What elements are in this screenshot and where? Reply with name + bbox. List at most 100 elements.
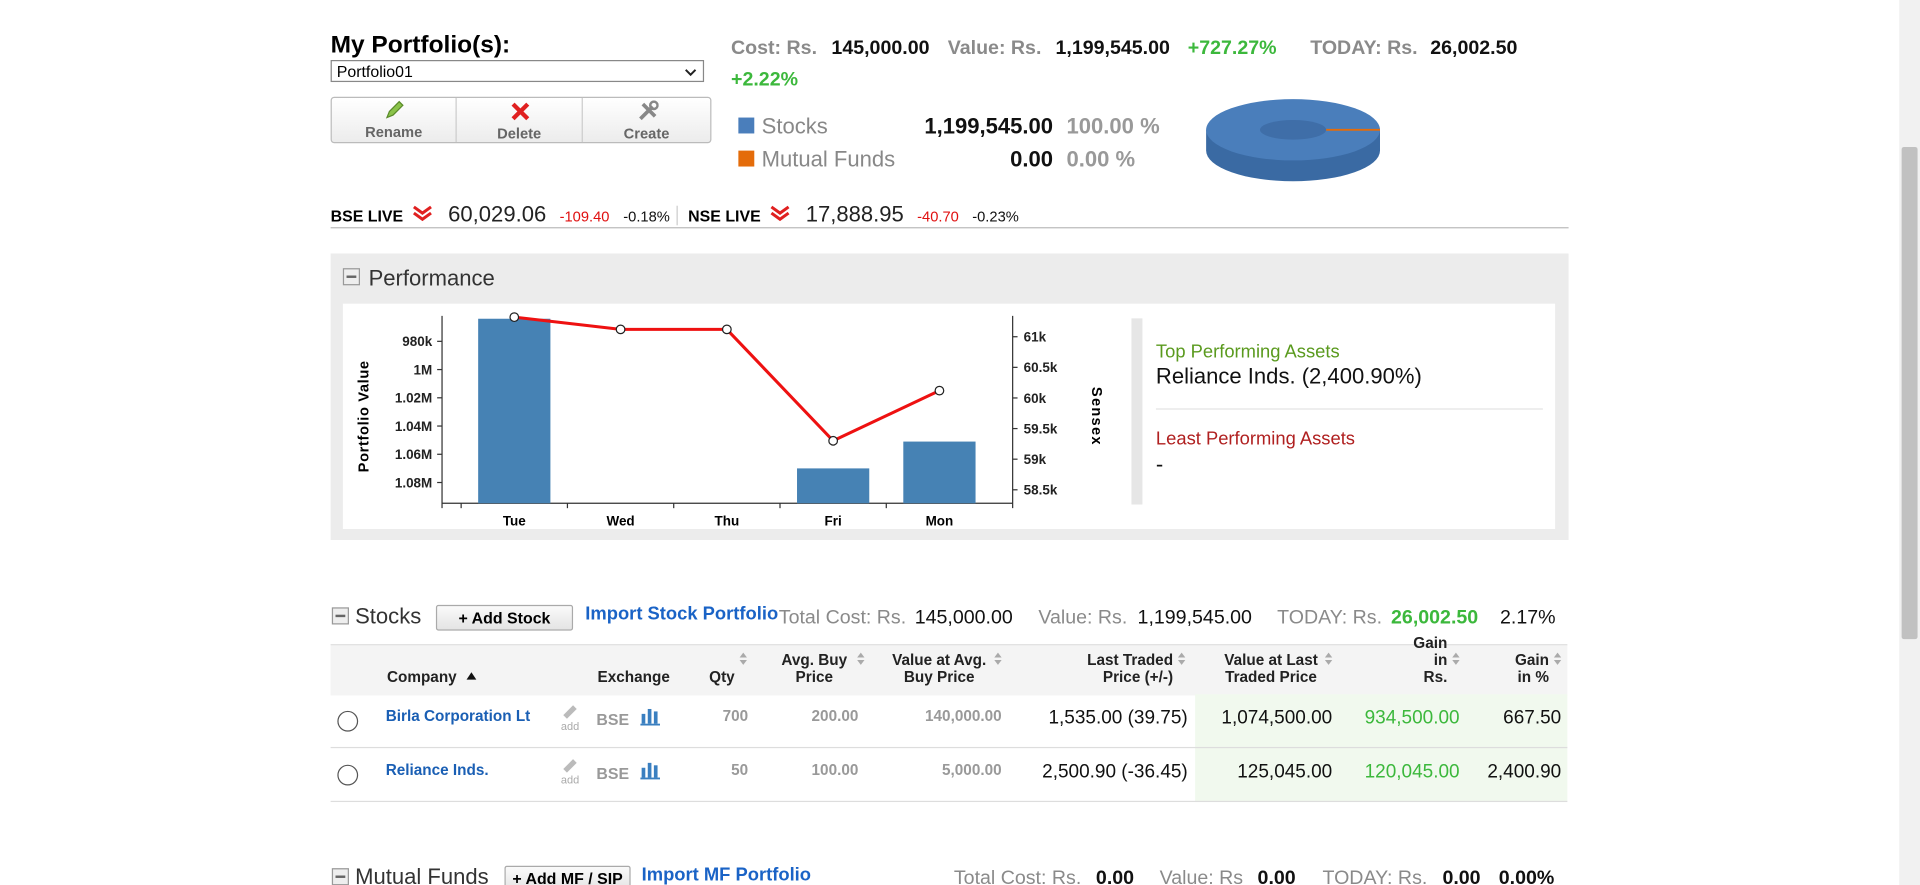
company-link[interactable]: Birla Corporation Lt: [385, 707, 531, 725]
import-link[interactable]: Import Stock Portfolio: [585, 603, 779, 625]
row-icons: [337, 705, 661, 732]
y2-tick-label: 61k: [1024, 330, 1047, 345]
exchange: BSE: [596, 710, 630, 729]
portfolio-select[interactable]: Portfolio01: [330, 60, 705, 83]
bar: [903, 441, 976, 504]
legend-percent: 100.00 %: [1066, 113, 1160, 139]
sort-arrow[interactable]: [856, 651, 866, 666]
least-label: Least Performing Assets: [1155, 428, 1355, 450]
sort-asc[interactable]: [465, 671, 477, 681]
top-label: Top Performing Assets: [1155, 341, 1340, 363]
bar: [797, 468, 870, 504]
delete-icon: [511, 102, 530, 121]
y-tick-label: 1.08M: [395, 475, 432, 490]
highlight-columns: [1195, 694, 1568, 803]
mf-title: Mutual Funds: [355, 864, 489, 885]
legend-label: Stocks: [761, 113, 828, 139]
sort-arrow[interactable]: [993, 651, 1003, 666]
x-tick-label: Wed: [606, 513, 634, 528]
company-link[interactable]: Reliance Inds.: [385, 761, 489, 779]
today-change: +2.22%: [731, 69, 799, 91]
y2-tick-label: 59k: [1024, 452, 1047, 467]
button-label: Delete: [497, 124, 542, 143]
total-cost: 145,000.00: [914, 607, 1013, 629]
sort-arrow[interactable]: [738, 651, 748, 666]
x-tick-label: Thu: [715, 513, 740, 528]
y-tick-label: 1.04M: [395, 419, 432, 434]
row-border: [330, 746, 1568, 749]
today-value: 26,002.50: [1430, 37, 1518, 59]
edit-icon[interactable]: [563, 759, 577, 773]
column-header[interactable]: Value at Last Traded Price: [1224, 651, 1318, 686]
x-tick-label: Mon: [926, 513, 954, 528]
value-label: Value: Rs.: [947, 37, 1042, 59]
sort-arrow[interactable]: [1177, 651, 1187, 666]
collapse-button[interactable]: [342, 268, 361, 286]
add-stock-button[interactable]: + Add Stock: [435, 604, 574, 631]
today-value: 26,002.50: [1391, 607, 1479, 629]
row-radio[interactable]: [337, 764, 359, 786]
chart-icon[interactable]: [640, 762, 661, 780]
gain-pct: 667.50: [1503, 707, 1562, 729]
legend-value: 1,199,545.00: [924, 113, 1054, 139]
index-name: NSE LIVE: [688, 206, 761, 226]
total-cost-label: Total Cost: Rs.: [778, 607, 907, 629]
y-tick-label: 1.02M: [395, 391, 432, 406]
qty: 700: [722, 707, 749, 725]
cost-label: Cost: Rs.: [731, 37, 818, 59]
value-at-last: 1,074,500.00: [1221, 707, 1333, 729]
sort-arrow[interactable]: [1324, 651, 1334, 666]
index-name: BSE LIVE: [330, 206, 404, 226]
edit-icon[interactable]: [563, 705, 577, 719]
value-change: +727.27%: [1187, 37, 1277, 59]
rename-button[interactable]: Rename: [332, 97, 457, 143]
avg-buy-price: 100.00: [811, 761, 859, 779]
point: [934, 385, 945, 396]
pie-hole: [1260, 120, 1327, 140]
gain-rs: 934,500.00: [1364, 707, 1460, 729]
column-header[interactable]: Company: [386, 668, 457, 686]
today-label: TODAY: Rs.: [1310, 37, 1418, 59]
value-label: Value: Rs: [1159, 868, 1244, 885]
edit-label[interactable]: add: [560, 773, 580, 787]
row-border: [330, 800, 1568, 803]
portfolio-heading: My Portfolio(s):: [330, 31, 511, 59]
column-header[interactable]: Avg. Buy Price: [781, 651, 848, 686]
collapse-button[interactable]: [331, 607, 349, 625]
y-tick-label: 1M: [414, 362, 433, 377]
x-tick-label: Tue: [503, 513, 526, 528]
import-link[interactable]: Import MF Portfolio: [641, 864, 811, 885]
today-value: 0.00: [1442, 868, 1481, 885]
add-mf-button[interactable]: + Add MF / SIP: [504, 865, 631, 885]
column-header[interactable]: Qty: [709, 668, 735, 686]
value-value: 1,199,545.00: [1055, 37, 1170, 59]
portfolio-buttons: Rename Delete Create: [330, 96, 712, 144]
column-header[interactable]: Gain in Rs.: [1413, 634, 1448, 686]
row-icons: [337, 759, 661, 786]
value: 0.00: [1257, 868, 1296, 885]
chart-icon[interactable]: [640, 708, 661, 726]
scrollbar-thumb[interactable]: [1901, 146, 1918, 640]
delete-button[interactable]: Delete: [457, 97, 583, 143]
performance-title: Performance: [368, 265, 495, 291]
sort-arrow[interactable]: [1553, 651, 1563, 666]
y-tick-label: 1.06M: [395, 447, 432, 462]
tools-icon: [639, 100, 659, 121]
legend-label: Mutual Funds: [761, 146, 896, 172]
column-header[interactable]: Last Traded Price (+/-): [1087, 651, 1174, 686]
button-label: + Add MF / SIP: [512, 869, 623, 885]
sort-arrow[interactable]: [1451, 651, 1461, 666]
point: [509, 312, 520, 323]
y-axis-label: Portfolio Value: [357, 360, 373, 472]
create-button[interactable]: Create: [583, 98, 710, 142]
edit-label[interactable]: add: [560, 720, 580, 733]
column-header[interactable]: Gain in %: [1514, 651, 1549, 686]
column-header[interactable]: Value at Avg. Buy Price: [892, 651, 987, 686]
column-header[interactable]: Exchange: [597, 668, 670, 686]
button-label: + Add Stock: [458, 608, 551, 627]
collapse-button[interactable]: [331, 868, 349, 885]
row-radio[interactable]: [337, 710, 359, 732]
